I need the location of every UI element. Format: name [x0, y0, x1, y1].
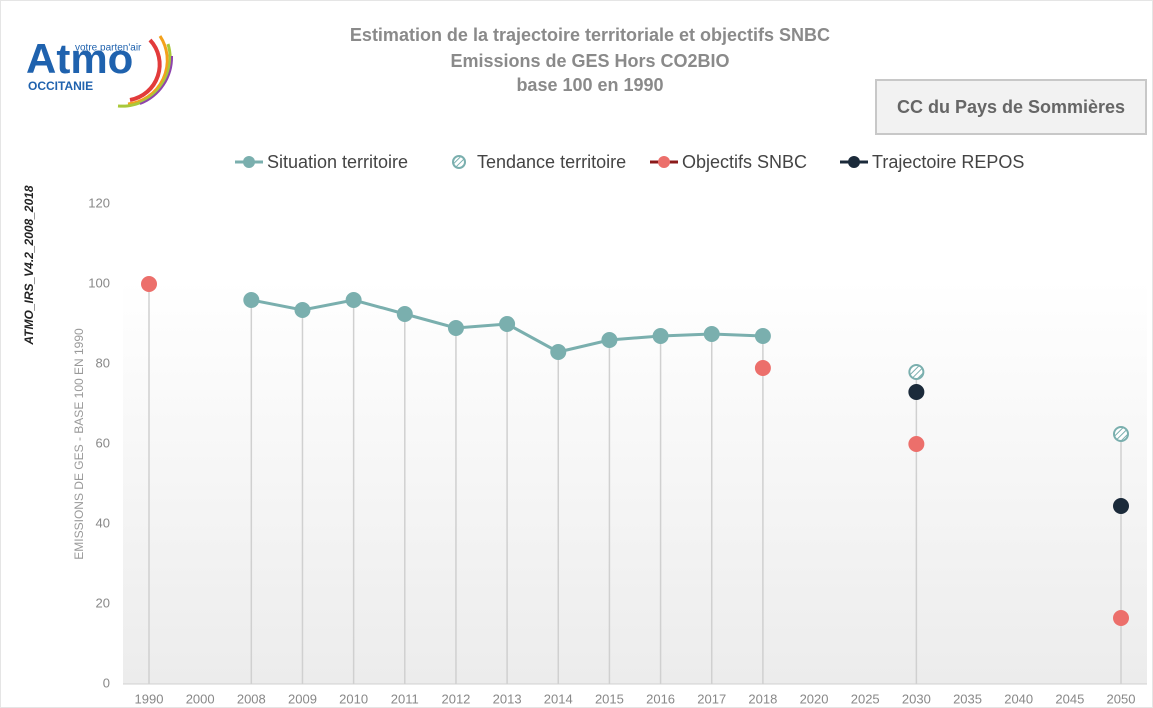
- x-tick-label: 2018: [748, 691, 777, 706]
- point: [908, 436, 925, 452]
- version-note: ATMO_IRS_V4.2_2008_2018: [22, 185, 36, 346]
- point: [754, 328, 771, 344]
- point: [499, 316, 516, 332]
- legend-marker: [848, 156, 860, 168]
- legend-label: Tendance territoire: [477, 152, 626, 172]
- point: [908, 364, 925, 380]
- point: [601, 332, 618, 348]
- point: [550, 344, 567, 360]
- point: [447, 320, 464, 336]
- point: [1113, 498, 1129, 514]
- point: [754, 360, 771, 376]
- point: [652, 328, 669, 344]
- logo-tagline: votre parten'air: [75, 43, 142, 54]
- x-tick-label: 2011: [391, 691, 419, 706]
- logo: votre parten'air Atmo OCCITANIE: [26, 35, 174, 108]
- x-tick-label: 2008: [237, 691, 266, 706]
- point: [703, 326, 720, 342]
- x-tick-label: 2050: [1107, 691, 1136, 706]
- x-tick-label: 2020: [800, 691, 829, 706]
- x-tick-label: 2015: [595, 691, 624, 706]
- plot-background: [123, 280, 1147, 684]
- legend-marker: [658, 156, 670, 168]
- x-tick-label: 2016: [646, 691, 675, 706]
- x-tick-label: 2030: [902, 691, 931, 706]
- territory-box: [875, 79, 1147, 135]
- chart-subtitle: base 100 en 1990: [516, 75, 663, 95]
- point: [243, 292, 260, 308]
- logo-region: OCCITANIE: [28, 79, 93, 93]
- y-tick-label: 60: [96, 435, 110, 450]
- y-tick-label: 20: [96, 595, 110, 610]
- y-tick-label: 40: [96, 515, 110, 530]
- legend-label: Situation territoire: [267, 152, 408, 172]
- chart-title: Estimation de la trajectoire territorial…: [350, 25, 830, 45]
- x-tick-label: 2010: [339, 691, 368, 706]
- legend-label: Trajectoire REPOS: [872, 152, 1024, 172]
- point: [345, 292, 362, 308]
- legend-marker: [452, 155, 466, 169]
- x-tick-label: 2009: [288, 691, 317, 706]
- point: [908, 384, 925, 400]
- x-tick-label: 2025: [851, 691, 880, 706]
- territory-name: CC du Pays de Sommières: [897, 97, 1125, 117]
- y-tick-label: 0: [103, 675, 110, 690]
- y-tick-label: 80: [96, 355, 110, 370]
- y-tick-label: 120: [88, 195, 110, 210]
- point: [294, 302, 311, 318]
- x-tick-label: 2045: [1055, 691, 1084, 706]
- x-tick-label: 2012: [441, 691, 470, 706]
- x-tick-label: 1990: [135, 691, 164, 706]
- point: [396, 306, 413, 322]
- point: [1113, 610, 1129, 626]
- x-tick-label: 2013: [493, 691, 522, 706]
- x-tick-label: 2040: [1004, 691, 1033, 706]
- legend-marker: [243, 156, 255, 168]
- x-tick-label: 2017: [697, 691, 726, 706]
- legend-label: Objectifs SNBC: [682, 152, 807, 172]
- y-tick-label: 100: [88, 275, 110, 290]
- x-tick-label: 2035: [953, 691, 982, 706]
- y-axis-label: EMISSIONS DE GES - BASE 100 EN 1990: [72, 328, 86, 560]
- x-tick-label: 2000: [186, 691, 215, 706]
- point: [141, 276, 157, 292]
- x-tick-label: 2014: [544, 691, 573, 706]
- logo-name: Atmo: [26, 35, 133, 82]
- point: [1113, 426, 1129, 442]
- chart-subtitle: Emissions de GES Hors CO2BIO: [450, 51, 729, 71]
